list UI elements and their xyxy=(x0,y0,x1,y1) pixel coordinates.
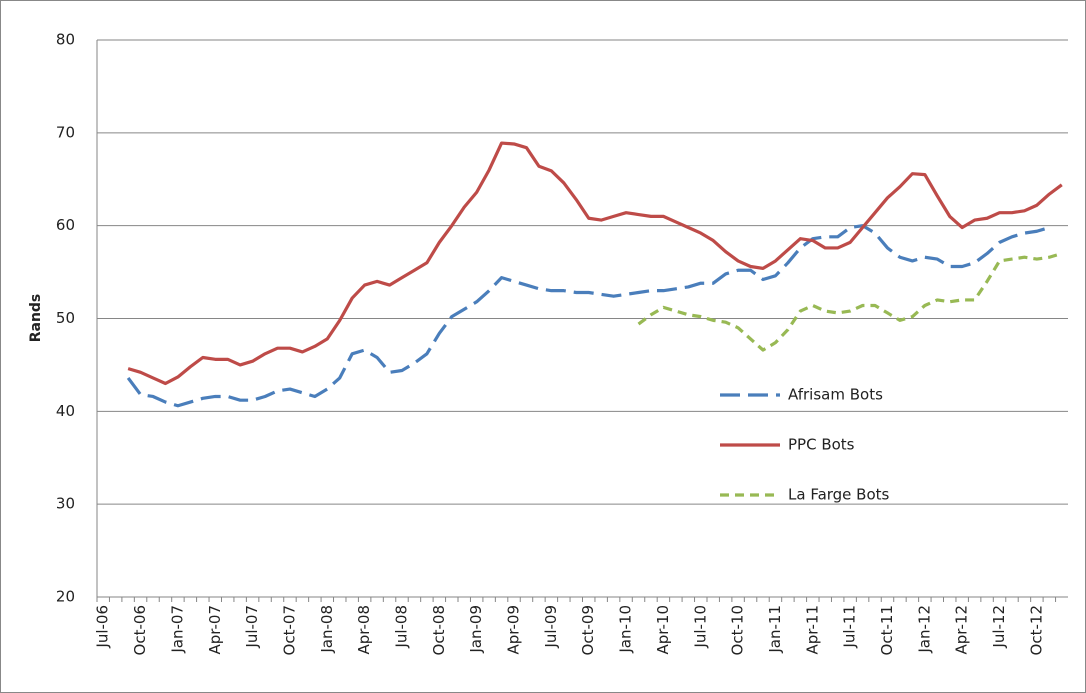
x-tick-label: Apr-08 xyxy=(355,605,373,655)
line-series xyxy=(127,141,1063,386)
x-tick-label: Jul-07 xyxy=(243,605,261,649)
legend-label: Afrisam Bots xyxy=(788,386,883,404)
legend-label: PPC Bots xyxy=(788,436,855,454)
x-tick-label: Jan-11 xyxy=(766,605,784,654)
x-tick-label: Jan-12 xyxy=(915,605,933,654)
x-tick-label: Jan-10 xyxy=(617,605,635,654)
x-tick-label: Oct-09 xyxy=(579,605,597,655)
x-tick-label: Jul-11 xyxy=(841,605,859,649)
x-tick-label: Apr-07 xyxy=(206,605,224,655)
y-tick-label: 30 xyxy=(56,495,75,513)
y-tick-label: 70 xyxy=(56,123,75,141)
x-tick-label: Apr-11 xyxy=(803,605,821,655)
legend-label: La Farge Bots xyxy=(788,486,890,504)
x-tick-label: Oct-12 xyxy=(1027,605,1045,655)
x-tick-label: Jan-08 xyxy=(318,605,336,654)
x-tick-label: Jul-09 xyxy=(542,605,560,649)
x-tick-label: Jan-09 xyxy=(467,605,485,654)
x-tick-label: Oct-11 xyxy=(878,605,896,655)
line-series xyxy=(126,224,1050,408)
x-tick-label: Jul-12 xyxy=(990,605,1008,649)
x-tick-label: Jan-07 xyxy=(168,605,186,654)
y-tick-label: 80 xyxy=(56,31,75,49)
x-tick-label: Oct-07 xyxy=(280,605,298,655)
x-tick-label: Apr-09 xyxy=(505,605,523,655)
x-tick-label: Apr-12 xyxy=(953,605,971,655)
x-tick-label: Oct-06 xyxy=(131,605,149,655)
x-tick-label: Oct-08 xyxy=(430,605,448,655)
y-tick-label: 40 xyxy=(56,402,75,420)
y-tick-label: 50 xyxy=(56,309,75,327)
line-series xyxy=(637,251,1063,352)
x-tick-label: Jul-08 xyxy=(392,605,410,649)
x-tick-label: Oct-10 xyxy=(729,605,747,655)
x-tick-label: Apr-10 xyxy=(654,605,672,655)
x-tick-label: Jul-06 xyxy=(94,605,112,649)
y-axis-title: Rands xyxy=(28,294,44,343)
x-tick-label: Jul-10 xyxy=(691,605,709,649)
y-tick-label: 60 xyxy=(56,216,75,234)
y-tick-label: 20 xyxy=(56,588,75,606)
